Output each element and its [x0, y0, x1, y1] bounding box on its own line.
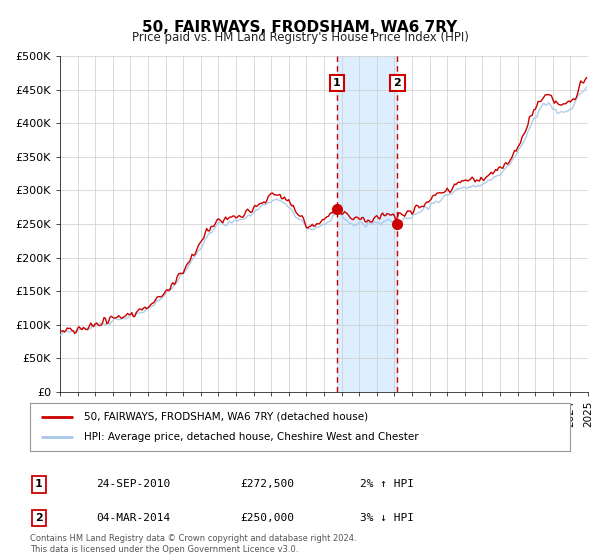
Text: £272,500: £272,500	[240, 479, 294, 489]
Text: 50, FAIRWAYS, FRODSHAM, WA6 7RY: 50, FAIRWAYS, FRODSHAM, WA6 7RY	[142, 20, 458, 35]
Text: 50, FAIRWAYS, FRODSHAM, WA6 7RY (detached house): 50, FAIRWAYS, FRODSHAM, WA6 7RY (detache…	[84, 412, 368, 422]
Text: Price paid vs. HM Land Registry's House Price Index (HPI): Price paid vs. HM Land Registry's House …	[131, 31, 469, 44]
Text: 3% ↓ HPI: 3% ↓ HPI	[360, 513, 414, 523]
Text: 2: 2	[394, 78, 401, 88]
Text: 04-MAR-2014: 04-MAR-2014	[96, 513, 170, 523]
Text: 2% ↑ HPI: 2% ↑ HPI	[360, 479, 414, 489]
Text: 1: 1	[35, 479, 43, 489]
Text: 2: 2	[35, 513, 43, 523]
Bar	[337, 56, 397, 392]
Text: Contains HM Land Registry data © Crown copyright and database right 2024.: Contains HM Land Registry data © Crown c…	[30, 534, 356, 543]
Text: This data is licensed under the Open Government Licence v3.0.: This data is licensed under the Open Gov…	[30, 545, 298, 554]
Text: 24-SEP-2010: 24-SEP-2010	[96, 479, 170, 489]
Text: HPI: Average price, detached house, Cheshire West and Chester: HPI: Average price, detached house, Ches…	[84, 432, 419, 442]
Text: 1: 1	[333, 78, 341, 88]
Text: £250,000: £250,000	[240, 513, 294, 523]
